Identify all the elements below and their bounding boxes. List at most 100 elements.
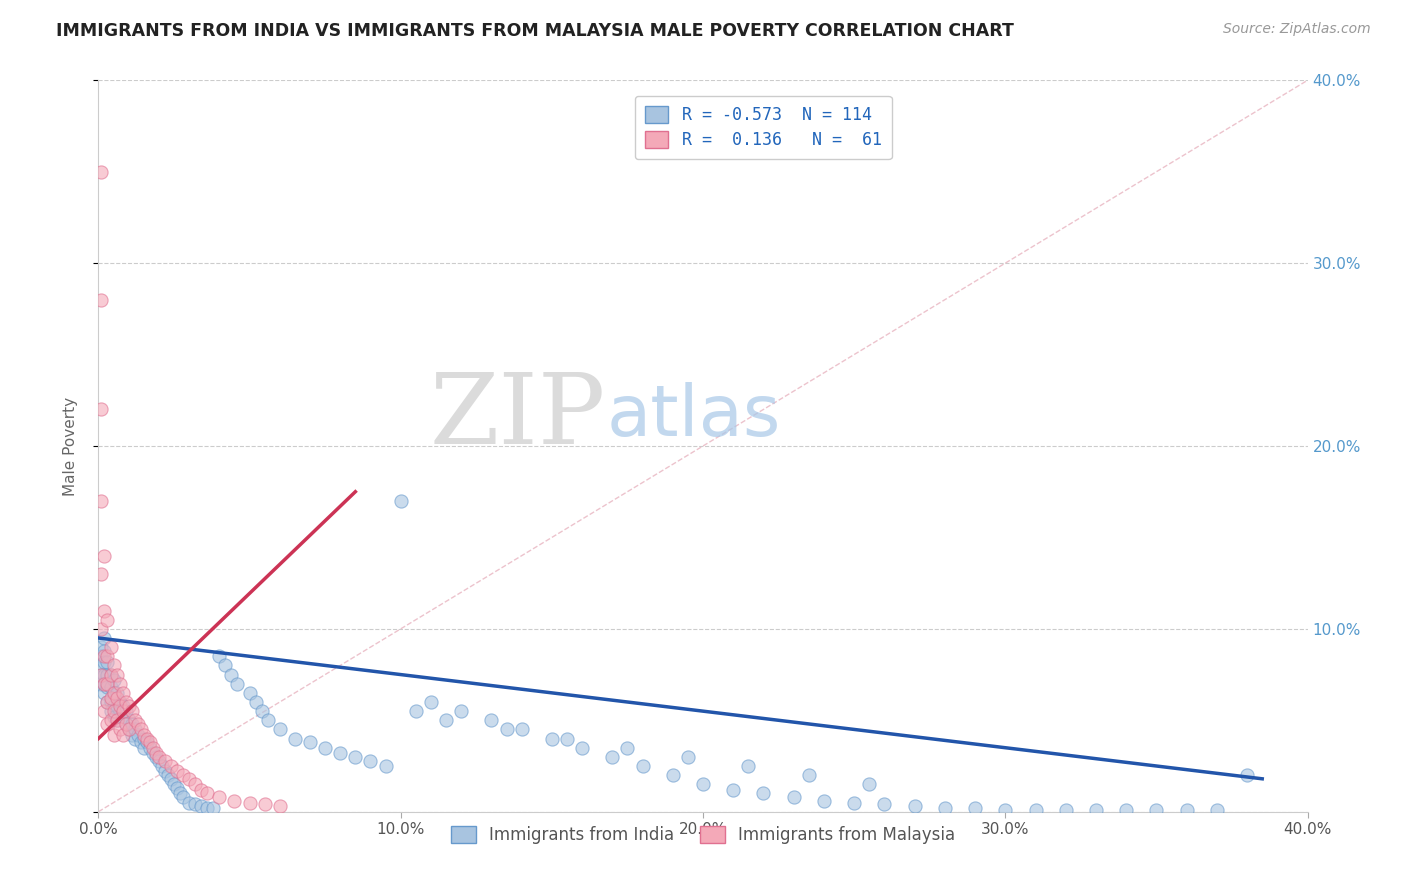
Point [132,728,155,742]
Point [148,749,170,764]
Point [481,714,503,728]
Point [111,704,134,718]
Point [208,790,231,805]
Text: atlas: atlas [606,383,780,451]
Point [100,640,122,655]
Point [179,772,201,786]
Point [299,735,322,749]
Point [108,698,131,713]
Point [150,759,173,773]
Point [90,494,112,508]
Point [142,740,165,755]
Point [226,676,249,690]
Point [184,777,207,791]
Point [145,749,167,764]
Point [103,709,125,723]
Point [172,790,194,805]
Point [100,695,122,709]
Point [844,796,866,810]
Point [105,714,128,728]
Point [631,759,654,773]
Point [495,723,517,737]
Point [127,728,149,742]
Point [858,777,880,791]
Point [360,754,382,768]
Point [96,667,118,681]
Point [108,723,131,737]
Point [90,676,112,690]
Point [93,655,115,669]
Point [540,731,562,746]
Point [1144,803,1167,817]
Point [90,667,112,681]
Point [100,681,122,695]
Point [100,714,122,728]
Point [121,728,143,742]
Point [676,749,699,764]
Point [184,797,207,812]
Point [118,723,141,737]
Point [195,787,218,801]
Point [214,658,236,673]
Point [100,667,122,681]
Point [111,686,134,700]
Point [90,649,112,664]
Point [160,759,183,773]
Point [190,799,212,814]
Point [450,704,472,718]
Point [221,667,243,681]
Text: IMMIGRANTS FROM INDIA VS IMMIGRANTS FROM MALAYSIA MALE POVERTY CORRELATION CHART: IMMIGRANTS FROM INDIA VS IMMIGRANTS FROM… [56,22,1014,40]
Point [571,740,593,755]
Point [153,754,176,768]
Point [108,704,131,718]
Point [90,622,112,636]
Point [389,494,412,508]
Point [1175,803,1198,817]
Point [129,735,152,749]
Point [93,676,115,690]
Legend: Immigrants from India, Immigrants from Malaysia: Immigrants from India, Immigrants from M… [444,820,962,851]
Point [93,704,115,718]
Point [93,676,115,690]
Point [121,717,143,731]
Point [202,801,225,815]
Point [1206,803,1229,817]
Point [90,658,112,673]
Point [329,746,352,760]
Point [555,731,578,746]
Point [96,695,118,709]
Point [269,799,291,814]
Point [105,686,128,700]
Point [90,402,112,417]
Point [602,749,624,764]
Point [90,293,112,307]
Point [96,717,118,731]
Point [121,704,143,718]
Point [434,714,457,728]
Point [1085,803,1108,817]
Point [103,658,125,673]
Point [245,695,267,709]
Point [103,686,125,700]
Point [284,731,307,746]
Point [692,777,714,791]
Point [344,749,367,764]
Point [93,667,115,681]
Point [90,667,112,681]
Point [965,801,987,815]
Point [93,644,115,658]
Point [105,667,128,681]
Point [224,794,246,808]
Point [118,723,141,737]
Point [142,746,165,760]
Point [132,731,155,746]
Point [96,695,118,709]
Point [405,704,427,718]
Point [239,686,262,700]
Point [103,673,125,687]
Point [166,764,188,779]
Text: ZIP: ZIP [430,369,606,465]
Point [96,676,118,690]
Point [100,704,122,718]
Text: Source: ZipAtlas.com: Source: ZipAtlas.com [1223,22,1371,37]
